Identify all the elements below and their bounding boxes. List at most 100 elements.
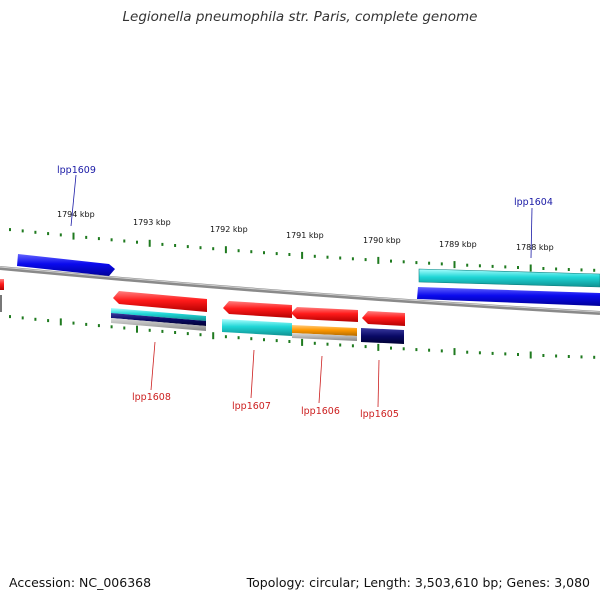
upper-minor-tick (364, 258, 367, 262)
gene-lpp1608-arrow[interactable] (113, 291, 207, 312)
upper-minor-tick (161, 242, 164, 246)
scale-label-1792: 1792 kbp (210, 225, 248, 234)
upper-minor-tick (326, 255, 329, 259)
upper-minor-tick (555, 267, 558, 271)
lower-minor-tick (504, 352, 507, 356)
upper-minor-tick (517, 266, 519, 269)
gene-label-lpp1608[interactable]: lpp1608 (132, 392, 171, 403)
upper-minor-tick (123, 239, 126, 243)
lower-minor-tick (326, 342, 329, 346)
map-title: Legionella pneumophila str. Paris, compl… (122, 9, 478, 25)
lower-minor-tick (567, 355, 570, 358)
gene-label-lpp1605[interactable]: lpp1605 (360, 409, 399, 420)
lower-minor-tick (161, 329, 164, 333)
gene-partial-left-red[interactable] (0, 279, 4, 290)
lower-minor-tick (97, 324, 100, 328)
upper-minor-tick (339, 256, 342, 260)
lower-minor-tick (593, 355, 596, 359)
lower-major-tick (212, 332, 215, 340)
lower-minor-tick (440, 349, 443, 353)
upper-minor-tick (542, 267, 545, 270)
upper-minor-tick (313, 254, 316, 258)
genome-backbone-highlight (0, 266, 600, 313)
connector-lpp1606 (318, 355, 323, 404)
gene-label-lpp1607[interactable]: lpp1607 (232, 401, 271, 412)
connector-lpp1605 (377, 359, 380, 408)
lower-minor-tick (478, 351, 481, 355)
upper-minor-tick (504, 265, 507, 269)
lower-minor-tick (47, 319, 50, 323)
lower-minor-tick (555, 354, 558, 358)
upper-minor-tick (34, 230, 37, 234)
gene-label-lpp1604[interactable]: lpp1604 (514, 197, 553, 208)
upper-minor-tick (567, 268, 570, 271)
topology-text: Topology: circular; Length: 3,503,610 bp… (246, 575, 590, 590)
gene-lpp1606-feature-orange (292, 325, 357, 336)
upper-minor-tick (351, 257, 354, 261)
lower-minor-tick (34, 317, 37, 321)
scale-label-1794: 1794 kbp (57, 210, 95, 219)
upper-major-tick (224, 246, 227, 254)
lower-minor-tick (402, 347, 405, 351)
upper-minor-tick (199, 246, 202, 250)
lower-minor-tick (9, 315, 11, 319)
lower-major-tick (529, 351, 532, 359)
upper-minor-tick (59, 233, 62, 237)
upper-minor-tick (186, 245, 189, 249)
gene-label-lpp1606[interactable]: lpp1606 (301, 406, 340, 417)
lower-minor-tick (364, 345, 367, 349)
upper-minor-tick (415, 261, 418, 265)
upper-minor-tick (47, 232, 50, 236)
scale-label-1793: 1793 kbp (133, 218, 171, 227)
gene-lpp1604-blue-bar[interactable] (417, 287, 600, 306)
gene-lpp1605-feature-navy (361, 328, 404, 344)
upper-minor-tick (174, 244, 177, 247)
upper-minor-tick (491, 264, 494, 268)
lower-major-tick (59, 318, 62, 326)
lower-major-tick (453, 348, 456, 356)
lower-minor-tick (313, 341, 316, 345)
scale-label-1790: 1790 kbp (363, 236, 401, 245)
gene-label-lpp1609[interactable]: lpp1609 (57, 165, 96, 176)
gene-lpp1606-feature-grey (292, 333, 357, 341)
gene-lpp1609-arrow[interactable] (17, 254, 115, 276)
connector-lpp1608 (150, 341, 156, 391)
upper-minor-tick (580, 268, 583, 272)
gene-lpp1607-arrow[interactable] (223, 301, 292, 318)
lower-minor-tick (148, 328, 151, 332)
lower-minor-tick (110, 325, 113, 329)
upper-minor-tick (97, 237, 100, 241)
gene-lpp1604-cyan-bar[interactable] (418, 268, 600, 288)
lower-minor-tick (224, 335, 227, 339)
lower-minor-tick (390, 346, 392, 350)
lower-minor-tick (72, 321, 75, 325)
lower-major-tick (301, 338, 304, 346)
upper-minor-tick (466, 263, 469, 267)
gene-partial-left-grey (0, 295, 2, 312)
upper-minor-tick (85, 235, 88, 239)
gene-lpp1608-feature-navy (111, 313, 206, 326)
gene-lpp1606-arrow[interactable] (291, 307, 358, 322)
upper-major-tick (529, 264, 532, 272)
upper-major-tick (377, 256, 380, 264)
lower-major-tick (377, 343, 380, 351)
lower-minor-tick (174, 331, 177, 334)
lower-major-tick (136, 325, 138, 333)
upper-major-tick (148, 239, 151, 247)
lower-minor-tick (466, 350, 469, 354)
scale-label-1788: 1788 kbp (516, 243, 554, 252)
upper-minor-tick (21, 229, 24, 233)
lower-minor-tick (580, 355, 583, 359)
lower-minor-tick (491, 351, 494, 355)
lower-minor-tick (123, 326, 126, 330)
accession-text: Accession: NC_006368 (9, 575, 152, 590)
gene-lpp1605-arrow[interactable] (362, 311, 405, 326)
scale-label-1791: 1791 kbp (286, 231, 324, 240)
lower-minor-tick (250, 337, 253, 341)
lower-minor-tick (85, 322, 88, 326)
lower-minor-tick (186, 332, 189, 336)
lower-minor-tick (237, 336, 240, 340)
upper-major-tick (301, 251, 304, 259)
lower-minor-tick (428, 348, 431, 352)
